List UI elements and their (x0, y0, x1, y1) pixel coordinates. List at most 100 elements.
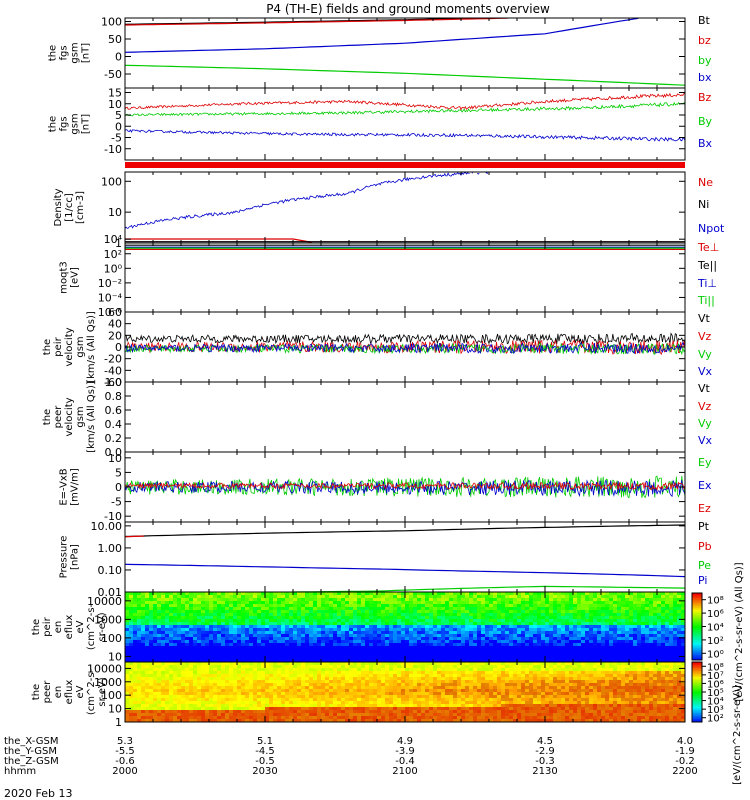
series-line-Ne (125, 238, 312, 243)
heatmap-cell (185, 643, 189, 646)
heatmap-cell (493, 592, 497, 595)
heatmap-cell (625, 610, 629, 613)
heatmap-cell (301, 640, 305, 643)
heatmap-cell (145, 616, 149, 619)
heatmap-cell (641, 604, 645, 607)
heatmap-cell (465, 643, 469, 646)
heatmap-cell (185, 613, 189, 616)
heatmap-cell (273, 637, 277, 640)
heatmap-cell (317, 640, 321, 643)
heatmap-cell (225, 719, 229, 722)
heatmap-cell (509, 610, 513, 613)
heatmap-cell (509, 595, 513, 598)
heatmap-cell (309, 716, 313, 719)
heatmap-cell (325, 698, 329, 701)
heatmap-cell (569, 640, 573, 643)
heatmap-cell (173, 616, 177, 619)
y-tick-label: 0.0 (105, 446, 123, 459)
heatmap-cell (189, 671, 193, 674)
heatmap-cell (653, 616, 657, 619)
heatmap-cell (393, 652, 397, 655)
heatmap-cell (233, 607, 237, 610)
heatmap-cell (273, 674, 277, 677)
heatmap-cell (409, 643, 413, 646)
heatmap-cell (325, 665, 329, 668)
heatmap-cell (225, 652, 229, 655)
heatmap-cell (365, 616, 369, 619)
heatmap-cell (533, 598, 537, 601)
heatmap-cell (453, 622, 457, 625)
heatmap-cell (149, 616, 153, 619)
heatmap-cell (229, 652, 233, 655)
heatmap-cell (137, 640, 141, 643)
heatmap-cell (217, 668, 221, 671)
heatmap-cell (517, 646, 521, 649)
heatmap-cell (149, 652, 153, 655)
heatmap-cell (489, 655, 493, 658)
heatmap-cell (181, 692, 185, 695)
heatmap-cell (133, 719, 137, 722)
heatmap-cell (269, 592, 273, 595)
heatmap-cell (241, 680, 245, 683)
heatmap-cell (141, 707, 145, 710)
heatmap-cell (145, 604, 149, 607)
heatmap-cell (625, 628, 629, 631)
heatmap-cell (141, 643, 145, 646)
heatmap-cell (653, 649, 657, 652)
heatmap-cell (657, 625, 661, 628)
heatmap-cell (273, 613, 277, 616)
heatmap-cell (529, 607, 533, 610)
heatmap-cell (229, 631, 233, 634)
heatmap-cell (369, 595, 373, 598)
heatmap-cell (633, 613, 637, 616)
heatmap-cell (429, 613, 433, 616)
heatmap-cell (545, 631, 549, 634)
heatmap-cell (221, 671, 225, 674)
heatmap-cell (305, 619, 309, 622)
heatmap-cell (157, 622, 161, 625)
heatmap-cell (309, 643, 313, 646)
heatmap-cell (173, 671, 177, 674)
heatmap-cell (245, 595, 249, 598)
heatmap-cell (209, 655, 213, 658)
heatmap-cell (601, 637, 605, 640)
heatmap-cell (173, 643, 177, 646)
heatmap-cell (221, 710, 225, 713)
heatmap-cell (449, 631, 453, 634)
heatmap-cell (225, 613, 229, 616)
heatmap-cell (309, 658, 313, 661)
legend-Pe: Pe (698, 559, 711, 572)
heatmap-cell (229, 677, 233, 680)
heatmap-cell (389, 646, 393, 649)
heatmap-cell (301, 686, 305, 689)
heatmap-cell (261, 665, 265, 668)
heatmap-cell (397, 610, 401, 613)
heatmap-cell (157, 695, 161, 698)
heatmap-cell (625, 631, 629, 634)
heatmap-cell (553, 628, 557, 631)
heatmap-cell (357, 592, 361, 595)
heatmap-cell (249, 619, 253, 622)
heatmap-cell (645, 595, 649, 598)
heatmap-cell (629, 601, 633, 604)
heatmap-cell (493, 613, 497, 616)
heatmap-cell (585, 628, 589, 631)
heatmap-cell (181, 704, 185, 707)
heatmap-cell (221, 704, 225, 707)
heatmap-cell (153, 598, 157, 601)
heatmap-cell (221, 692, 225, 695)
heatmap-cell (301, 671, 305, 674)
heatmap-cell (465, 637, 469, 640)
heatmap-cell (293, 616, 297, 619)
heatmap-cell (153, 710, 157, 713)
heatmap-cell (321, 704, 325, 707)
heatmap-cell (341, 604, 345, 607)
heatmap-cell (197, 598, 201, 601)
heatmap-cell (533, 601, 537, 604)
heatmap-cell (325, 668, 329, 671)
heatmap-cell (285, 680, 289, 683)
heatmap-cell (269, 713, 273, 716)
heatmap-cell (349, 655, 353, 658)
heatmap-cell (617, 595, 621, 598)
heatmap-cell (237, 610, 241, 613)
